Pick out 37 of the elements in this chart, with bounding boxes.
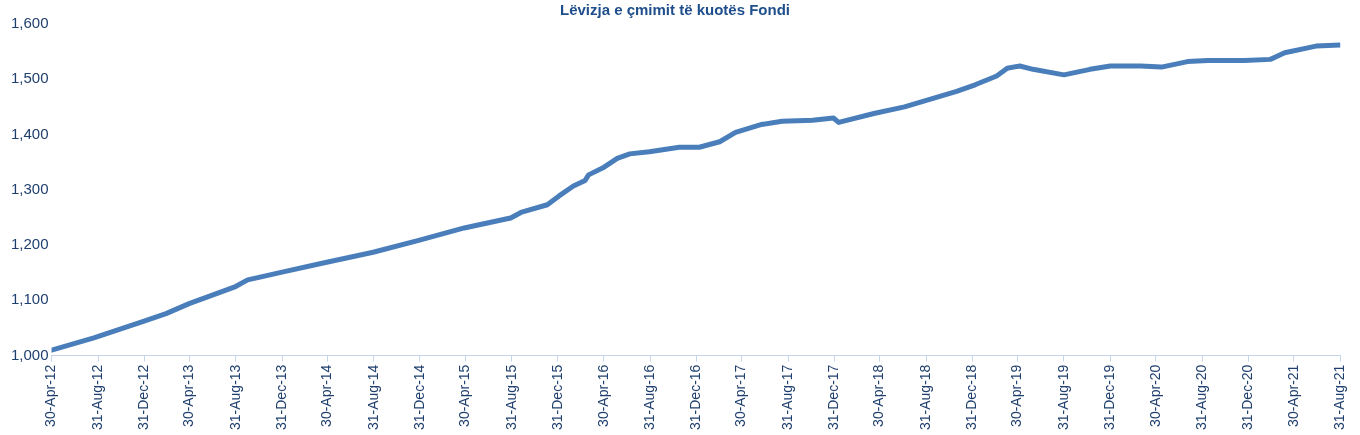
x-tick-label: 30-Apr-15 [456, 364, 473, 427]
y-tick-label: 1,300 [10, 179, 49, 197]
x-tick-label: 30-Apr-14 [318, 364, 335, 427]
x-tick-label: 30-Apr-12 [42, 364, 59, 427]
x-tick-label: 31-Aug-17 [778, 364, 795, 431]
x-tick-label: 31-Aug-19 [1054, 364, 1071, 431]
y-tick-label: 1,500 [10, 69, 49, 87]
x-tick-label: 31-Dec-17 [825, 364, 842, 430]
x-tick-label: 31-Aug-14 [364, 364, 381, 431]
x-tick-label: 31-Dec-12 [134, 364, 151, 430]
x-tick-label: 31-Dec-18 [962, 364, 979, 430]
y-tick-label: 1,400 [10, 124, 49, 142]
x-tick-label: 30-Apr-20 [1146, 364, 1163, 427]
y-tick-label: 1,000 [10, 345, 49, 363]
x-tick-label: 31-Aug-12 [88, 364, 105, 431]
x-tick-label: 31-Dec-19 [1100, 364, 1117, 430]
x-tick-label: 30-Apr-18 [870, 364, 887, 427]
x-tick-label: 31-Aug-21 [1331, 364, 1348, 431]
x-tick-label: 31-Dec-15 [548, 364, 565, 430]
x-tick-label: 31-Dec-13 [272, 364, 289, 430]
x-tick-label: 30-Apr-13 [180, 364, 197, 427]
chart-title: Lëvizja e çmimit të kuotës Fondi [559, 1, 791, 19]
x-tick-label: 31-Dec-14 [410, 364, 427, 430]
x-tick-label: 31-Dec-20 [1239, 364, 1256, 430]
x-tick-label: 31-Aug-16 [641, 364, 657, 431]
x-tick-label: 30-Apr-21 [1284, 364, 1301, 427]
y-tick-label: 1,600 [10, 14, 49, 32]
y-tick-label: 1,100 [10, 290, 49, 308]
x-tick-label: 31-Aug-18 [916, 364, 933, 431]
y-tick-label: 1,200 [10, 235, 49, 253]
x-tick-label: 30-Apr-16 [594, 364, 611, 427]
x-tick-label: 31-Aug-15 [502, 364, 519, 431]
x-tick-label: 30-Apr-17 [732, 364, 749, 427]
x-tick-label: 31-Aug-20 [1193, 364, 1210, 431]
x-tick-label: 31-Dec-16 [687, 364, 704, 430]
x-tick-label: 31-Aug-13 [226, 364, 243, 431]
x-tick-label: 30-Apr-19 [1008, 364, 1025, 427]
